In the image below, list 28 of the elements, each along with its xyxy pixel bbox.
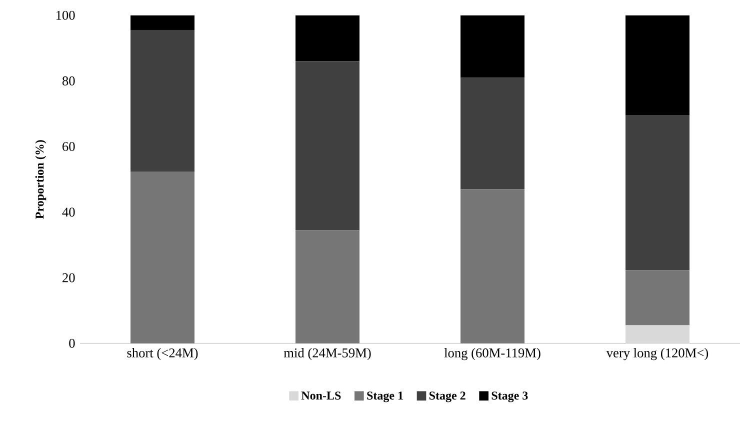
bar <box>626 325 690 344</box>
y-tick-label: 20 <box>62 273 75 282</box>
x-tick-label: very long (120M<) <box>606 348 708 360</box>
legend-label: Stage 2 <box>429 392 466 402</box>
legend-label: Stage 1 <box>367 392 403 402</box>
y-tick-label: 40 <box>62 208 75 217</box>
y-tick-label: 100 <box>56 10 75 20</box>
bar <box>460 189 524 344</box>
legend-label: Non-LS <box>301 392 341 400</box>
y-axis-title: Proportion (%) <box>35 140 46 219</box>
bar <box>130 171 195 344</box>
bar <box>626 115 690 270</box>
x-tick-label: mid (24M-59M) <box>284 348 371 360</box>
bar <box>130 30 195 172</box>
bar <box>626 15 690 116</box>
y-tick-label: 60 <box>62 142 75 152</box>
bar <box>296 15 360 62</box>
bar <box>296 61 360 230</box>
x-tick-label: long (60M-119M) <box>444 348 540 360</box>
bar <box>130 15 195 30</box>
y-tick-label: 0 <box>69 338 75 348</box>
y-tick-label: 80 <box>62 76 75 86</box>
legend-label: Stage 3 <box>492 392 528 402</box>
bar <box>460 15 524 78</box>
bar <box>460 78 524 190</box>
bar <box>626 270 690 326</box>
x-tick-label: short (<24M) <box>127 348 198 360</box>
bar <box>296 230 360 344</box>
